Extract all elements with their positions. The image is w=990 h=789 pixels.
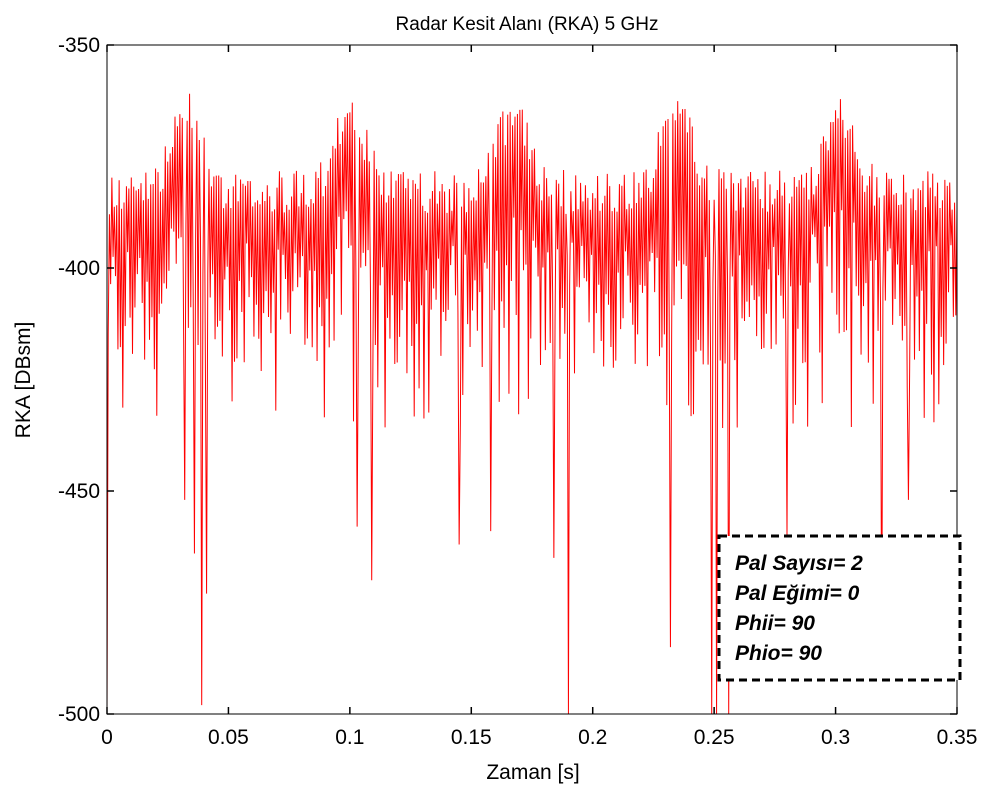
annotation-line-phii: Phii= 90 <box>735 612 815 635</box>
x-tick-labels: 0 0.05 0.1 0.15 0.2 0.25 0.3 0.35 <box>101 726 977 749</box>
annotation-border <box>717 534 962 682</box>
chart-title: Radar Kesit Alanı (RKA) 5 GHz <box>396 14 659 35</box>
y-tick-label: -500 <box>58 703 100 726</box>
y-tick-label: -400 <box>58 257 100 280</box>
x-axis-title: Zaman [s] <box>486 761 579 784</box>
y-axis-title: RKA [DBsm] <box>12 322 35 439</box>
annotation-line-phio: Phio= 90 <box>735 642 822 665</box>
y-tick-label: -350 <box>58 34 100 57</box>
plot-area <box>106 93 958 715</box>
x-tick-label: 0.35 <box>937 726 978 749</box>
y-tick-label: -450 <box>58 480 100 503</box>
axis-ticks <box>106 44 958 715</box>
x-tick-label: 0.3 <box>821 726 850 749</box>
annotation-box: Pal Sayısı= 2 Pal Eğimi= 0 Phii= 90 Phio… <box>717 534 962 682</box>
annotation-line-blade-pitch: Pal Eğimi= 0 <box>735 582 860 605</box>
series-line-rka <box>106 93 958 715</box>
annotation-line-blade-count: Pal Sayısı= 2 <box>735 552 863 575</box>
x-tick-label: 0.15 <box>451 726 492 749</box>
axes-box <box>106 44 958 715</box>
y-tick-labels: -500 -450 -400 -350 <box>58 34 100 726</box>
x-tick-label: 0.1 <box>335 726 364 749</box>
x-tick-label: 0 <box>101 726 113 749</box>
x-tick-label: 0.05 <box>208 726 249 749</box>
x-tick-label: 0.25 <box>694 726 735 749</box>
x-tick-label: 0.2 <box>578 726 607 749</box>
